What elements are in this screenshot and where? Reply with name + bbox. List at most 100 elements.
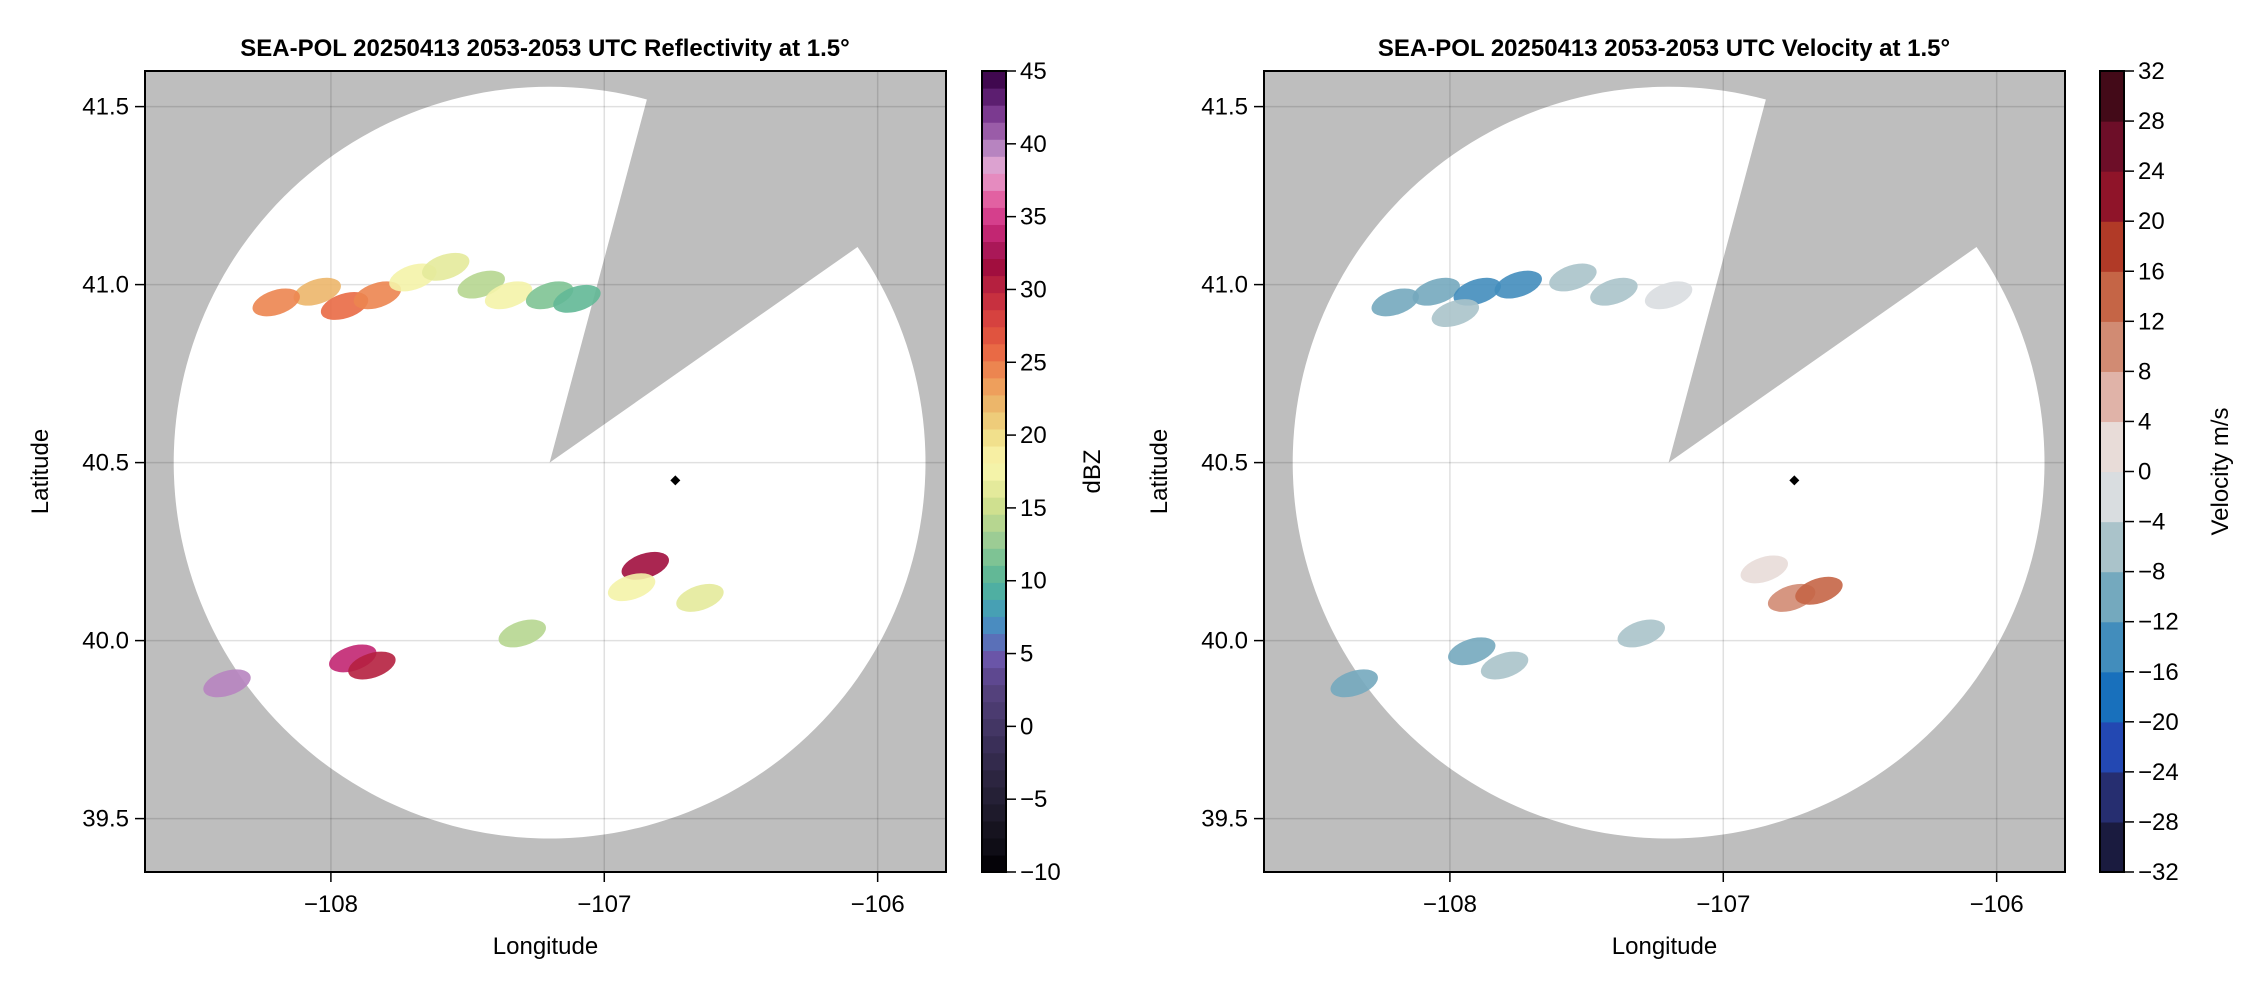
- colorbar-tick-label: 5: [1020, 641, 1033, 668]
- echo-cell: [1330, 669, 1378, 698]
- colorbar-tick-label: −24: [2138, 759, 2179, 786]
- echo-cell: [1549, 263, 1597, 292]
- colorbar-segment: [982, 445, 1006, 464]
- colorbar-segment: [982, 854, 1006, 873]
- y-axis-label: Latitude: [1146, 429, 1173, 514]
- colorbar-segment: [982, 497, 1006, 515]
- colorbar-tick-label: 32: [2138, 58, 2165, 85]
- colorbar-tick-label: 24: [2138, 158, 2165, 185]
- x-axis-label: Longitude: [493, 933, 598, 960]
- echo-cell: [1448, 637, 1496, 666]
- colorbar-segment: [2100, 821, 2124, 873]
- colorbar-segment: [982, 411, 1006, 430]
- colorbar-segment: [2100, 521, 2124, 573]
- colorbar-tick-label: −10: [1020, 859, 1061, 886]
- colorbar-segment: [2100, 421, 2124, 473]
- colorbar-tick-label: 20: [2138, 208, 2165, 235]
- colorbar-segment: [982, 343, 1006, 362]
- x-tick-label: −107: [1696, 891, 1750, 918]
- axes-frame: [144, 70, 947, 873]
- echo-cell: [1371, 288, 1419, 317]
- chart-title: SEA-POL 20250413 2053-2053 UTC Reflectiv…: [240, 35, 849, 62]
- colorbar-tick-label: −5: [1020, 786, 1047, 813]
- colorbar-segment: [982, 88, 1006, 106]
- y-tick-label: 40.5: [1201, 450, 1248, 477]
- colorbar-segment: [982, 377, 1006, 396]
- colorbar-segment: [982, 156, 1006, 174]
- colorbar-tick-label: 0: [2138, 459, 2151, 486]
- colorbar-segment: [982, 122, 1006, 140]
- echo-cell: [1412, 277, 1460, 306]
- colorbar-segment: [2100, 271, 2124, 322]
- y-tick-label: 41.0: [82, 272, 129, 299]
- plot-area: [1264, 71, 2065, 872]
- colorbar-segment: [982, 514, 1006, 532]
- colorbar-segment: [982, 633, 1006, 652]
- echo-cell: [1431, 299, 1480, 328]
- colorbar-segment: [982, 292, 1006, 311]
- echo-cell: [553, 284, 601, 313]
- colorbar-segment: [982, 173, 1006, 191]
- y-axis-label: Latitude: [27, 429, 54, 514]
- colorbar-tick-label: −16: [2138, 659, 2179, 686]
- colorbar-segment: [2100, 171, 2124, 222]
- colorbar-frame: [981, 70, 1007, 873]
- echo-cell: [1795, 576, 1843, 605]
- echo-cell: [621, 551, 669, 580]
- colorbar-segment: [982, 241, 1006, 260]
- colorbar-segment: [982, 616, 1006, 635]
- x-tick-label: −106: [851, 891, 905, 918]
- x-axis-label: Longitude: [1612, 933, 1717, 960]
- colorbar-segment: [982, 480, 1006, 498]
- colorbar-tick-label: −8: [2138, 559, 2165, 586]
- colorbar-segment: [2100, 671, 2124, 723]
- colorbar-segment: [982, 224, 1006, 243]
- y-tick-label: 41.0: [1201, 272, 1248, 299]
- colorbar-segment: [982, 684, 1006, 703]
- colorbar-segment: [2100, 621, 2124, 673]
- colorbar-tick-label: −28: [2138, 809, 2179, 836]
- colorbar-tick-label: 4: [2138, 408, 2151, 435]
- echo-cell: [1644, 281, 1693, 310]
- colorbar-segment: [982, 701, 1006, 720]
- echo-cell: [203, 669, 251, 698]
- colorbar-segment: [2100, 321, 2124, 372]
- colorbar-segment: [982, 105, 1006, 123]
- colorbar-tick-label: 35: [1020, 204, 1047, 231]
- echo-cell: [1740, 555, 1788, 584]
- echo-cells: [1330, 263, 1843, 698]
- colorbar-tick-label: −20: [2138, 709, 2179, 736]
- colorbar-segment: [2100, 71, 2124, 122]
- y-tick-label: 40.5: [82, 450, 129, 477]
- y-tick-label: 39.5: [1201, 806, 1248, 833]
- colorbar-segment: [982, 548, 1006, 566]
- y-tick-label: 39.5: [82, 806, 129, 833]
- colorbar: −32 −28 −24 −20 −16 −12 −8 −4 0 4 8 12 16 20 24 28 32 Vel…: [2099, 58, 2234, 886]
- colorbar-tick-label: 28: [2138, 108, 2165, 135]
- colorbar-segment: [982, 207, 1006, 225]
- colorbar-segment: [982, 769, 1006, 788]
- colorbar-segment: [982, 820, 1006, 839]
- colorbar-segment: [982, 139, 1006, 157]
- echo-cell: [1480, 651, 1529, 680]
- colorbar-segment: [982, 752, 1006, 771]
- echo-cell: [1453, 277, 1501, 306]
- y-tick-label: 41.5: [82, 94, 129, 121]
- colorbar-segment: [982, 71, 1006, 89]
- colorbar-segment: [2100, 721, 2124, 773]
- colorbar-segment: [2100, 771, 2124, 823]
- colorbar-segment: [982, 803, 1006, 822]
- colorbar-tick-label: −12: [2138, 609, 2179, 636]
- colorbar-segment: [982, 667, 1006, 686]
- colorbar-segment: [2100, 471, 2124, 523]
- colorbar-tick-label: 40: [1020, 131, 1047, 158]
- colorbar-segment: [982, 275, 1006, 294]
- colorbar-tick-label: 0: [1020, 713, 1033, 740]
- radar-site-marker: [670, 475, 681, 486]
- colorbar-tick-label: 45: [1020, 58, 1047, 85]
- colorbar-segment: [982, 735, 1006, 754]
- colorbar-tick-label: 16: [2138, 258, 2165, 285]
- x-tick-label: −107: [577, 891, 631, 918]
- echo-cell: [1494, 270, 1542, 299]
- x-tick-label: −108: [304, 891, 358, 918]
